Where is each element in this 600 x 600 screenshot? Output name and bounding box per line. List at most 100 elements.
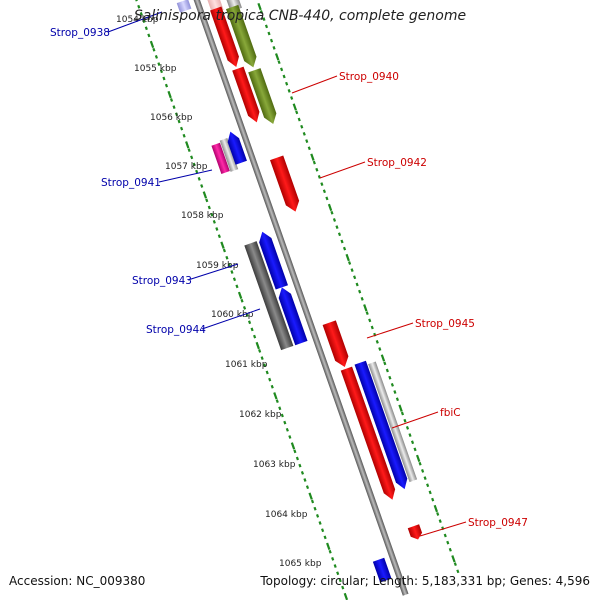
gene-label-strop-0945: Strop_0945 bbox=[415, 318, 475, 330]
outer-ring-minor-tick bbox=[443, 533, 447, 538]
outer-ring-minor-tick bbox=[353, 275, 357, 280]
backbone-line bbox=[184, 0, 409, 596]
scale-label-10: 1064 kbp bbox=[265, 510, 308, 520]
gene-feature-blue-bottom bbox=[372, 557, 392, 583]
callout-line-strop-0945 bbox=[366, 322, 414, 339]
outer-ring-minor-tick bbox=[332, 218, 337, 222]
inner-ring-major-tick bbox=[290, 442, 296, 450]
scale-label-6: 1060 kbp bbox=[211, 310, 254, 320]
backbone-frame bbox=[184, 0, 409, 596]
inner-ring-minor-tick bbox=[242, 306, 247, 310]
inner-ring-minor-tick bbox=[164, 83, 169, 88]
map-title: Salinispora tropica CNB-440, complete ge… bbox=[133, 8, 467, 24]
inner-ring-major-tick bbox=[167, 90, 172, 99]
inner-ring-minor-tick bbox=[200, 184, 204, 188]
outer-ring-minor-tick bbox=[426, 483, 430, 488]
inner-ring-minor-tick bbox=[235, 284, 239, 289]
gene-label-strop-0940: Strop_0940 bbox=[339, 71, 399, 83]
inner-ring-minor-tick bbox=[321, 528, 325, 533]
inner-ring-minor-tick bbox=[190, 155, 194, 160]
outer-ring-major-tick bbox=[257, 2, 262, 11]
inner-ring-major-tick bbox=[237, 291, 243, 300]
gene-arrow-fbic bbox=[340, 366, 396, 500]
inner-ring-major-tick bbox=[202, 191, 208, 199]
outer-ring-minor-tick bbox=[358, 289, 362, 294]
inner-ring-minor-tick bbox=[174, 112, 179, 117]
genome-summary-text: Topology: circular; Length: 5,183,331 bp… bbox=[260, 574, 590, 588]
inner-ring-minor-tick bbox=[341, 585, 345, 590]
callout-line-strop-0940 bbox=[291, 75, 338, 94]
outer-ring-minor-tick bbox=[297, 117, 301, 122]
outer-ring-minor-tick bbox=[277, 60, 281, 65]
outer-ring-minor-tick bbox=[290, 96, 294, 100]
outer-ring-minor-tick bbox=[428, 490, 432, 495]
inner-ring-minor-tick bbox=[134, 0, 138, 2]
inner-ring-minor-tick bbox=[258, 349, 262, 353]
scale-label-11: 1065 kbp bbox=[279, 559, 322, 569]
gene-arrow-olive-1 bbox=[226, 4, 257, 68]
inner-ring-minor-tick bbox=[195, 169, 199, 174]
gene-arrow-red-1 bbox=[210, 6, 239, 68]
gene-label-strop-0941: Strop_0941 bbox=[101, 177, 161, 189]
outer-ring-minor-tick bbox=[264, 24, 269, 29]
outer-ring-minor-tick bbox=[305, 139, 309, 143]
outer-ring-minor-tick bbox=[388, 375, 392, 380]
gene-arrow-strop-0947 bbox=[407, 524, 423, 540]
outer-ring-minor-tick bbox=[395, 397, 399, 402]
scale-label-5: 1059 kbp bbox=[196, 261, 239, 271]
inner-ring-minor-tick bbox=[217, 234, 221, 239]
outer-ring-minor-tick bbox=[342, 246, 347, 251]
outer-ring-minor-tick bbox=[295, 110, 299, 115]
gene-arrow-strop-0941 bbox=[227, 131, 247, 165]
gene-feature-silver-strip bbox=[368, 361, 418, 483]
callout-line-strop-0944 bbox=[201, 308, 261, 330]
gene-arrow-strop-0943 bbox=[259, 231, 288, 290]
outer-ring-minor-tick bbox=[315, 167, 319, 172]
outer-ring-minor-tick bbox=[302, 132, 306, 136]
outer-ring-minor-tick bbox=[287, 88, 291, 93]
inner-ring-major-tick bbox=[343, 592, 349, 600]
gene-arrow-strop-0942 bbox=[270, 155, 300, 212]
outer-ring-minor-tick bbox=[280, 67, 284, 72]
outer-ring-minor-tick bbox=[393, 390, 397, 394]
outer-ring-minor-tick bbox=[368, 318, 372, 323]
gene-feature-silver-small bbox=[219, 138, 239, 172]
outer-ring-minor-tick bbox=[410, 440, 415, 445]
inner-ring-minor-tick bbox=[225, 255, 229, 260]
gene-callouts: Strop_0938 Strop_0940 Strop_0942 Strop_0941… bbox=[50, 11, 528, 537]
inner-ring-minor-tick bbox=[139, 12, 143, 16]
outer-ring-minor-tick bbox=[282, 74, 286, 79]
outer-ring-major-tick bbox=[433, 504, 439, 513]
outer-ring-minor-tick bbox=[312, 160, 316, 165]
outer-ring-minor-tick bbox=[337, 232, 342, 237]
gene-label-strop-0943: Strop_0943 bbox=[132, 275, 192, 287]
outer-ring-minor-tick bbox=[360, 296, 364, 301]
inner-ring-minor-tick bbox=[250, 327, 254, 332]
inner-ring-minor-tick bbox=[288, 435, 292, 439]
outer-ring-minor-tick bbox=[330, 210, 334, 215]
callout-line-strop-0942 bbox=[319, 161, 366, 179]
inner-ring-minor-tick bbox=[338, 578, 342, 583]
inner-ring-minor-tick bbox=[232, 277, 237, 282]
inner-ring-minor-tick bbox=[147, 33, 151, 38]
inner-ring-minor-tick bbox=[180, 126, 184, 131]
outer-ring-major-tick bbox=[327, 203, 333, 212]
inner-ring-minor-tick bbox=[268, 377, 272, 382]
gene-arrow-strop-0945 bbox=[322, 320, 349, 368]
outer-ring-minor-tick bbox=[448, 547, 452, 552]
gene-arrow-olive-2 bbox=[248, 68, 277, 125]
inner-ring-minor-tick bbox=[137, 4, 141, 9]
inner-ring-minor-tick bbox=[310, 499, 315, 504]
inner-ring-minor-tick bbox=[154, 55, 158, 59]
outer-ring-minor-tick bbox=[272, 45, 276, 50]
inner-ring-minor-tick bbox=[285, 427, 289, 432]
inner-ring-minor-tick bbox=[230, 270, 234, 274]
scale-label-1: 1055 kbp bbox=[134, 64, 177, 74]
inner-ring-major-tick bbox=[220, 241, 225, 249]
outer-ring-minor-tick bbox=[350, 268, 354, 273]
gene-feature-faded-blue bbox=[176, 0, 192, 13]
outer-ring-minor-tick bbox=[390, 382, 394, 387]
outer-ring-minor-tick bbox=[438, 519, 442, 523]
outer-ring-major-tick bbox=[415, 454, 421, 463]
